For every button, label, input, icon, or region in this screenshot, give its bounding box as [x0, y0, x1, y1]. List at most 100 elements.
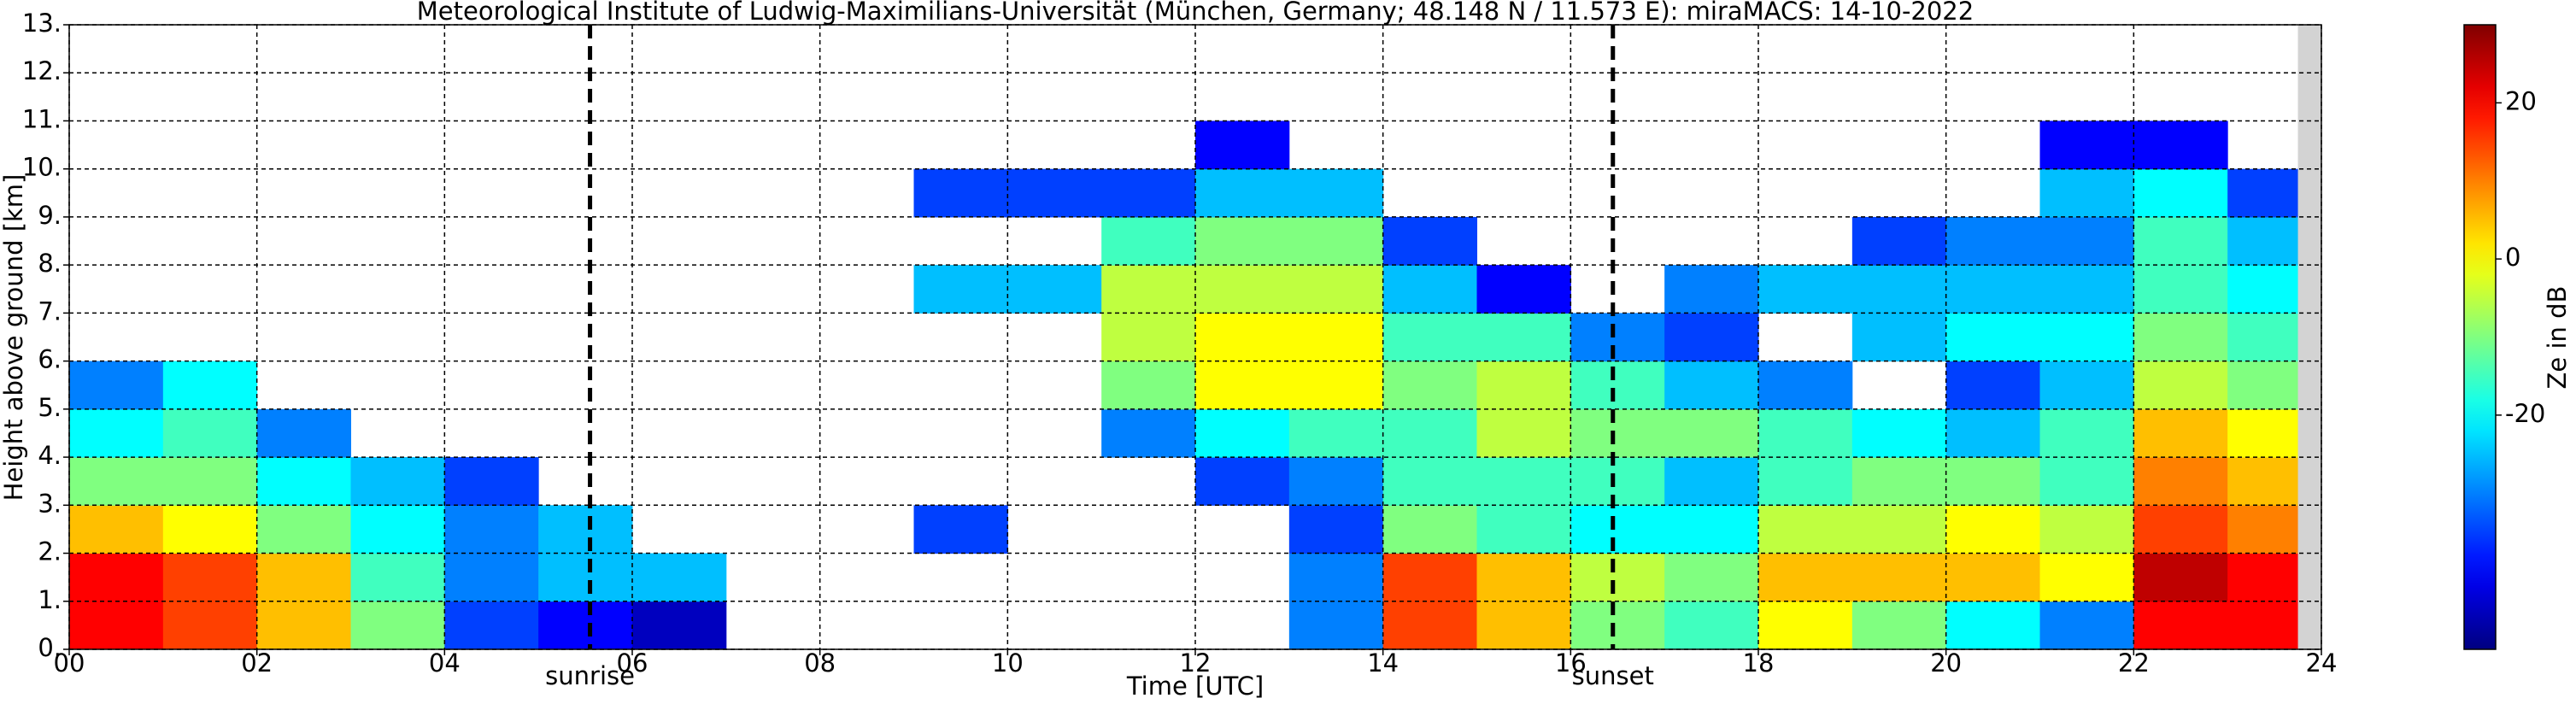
reflectivity-cell [1476, 601, 1571, 650]
reflectivity-cell [162, 553, 258, 602]
reflectivity-cell [1664, 265, 1759, 314]
x-tick-label: 12 [1180, 648, 1212, 678]
reflectivity-cell [1101, 265, 1196, 314]
reflectivity-cell [1945, 505, 2040, 554]
reflectivity-cell [1382, 265, 1477, 314]
reflectivity-cell [2039, 216, 2134, 266]
reflectivity-cell [1945, 408, 2040, 458]
reflectivity-cell [1570, 457, 1665, 506]
y-tick-label: 13. [22, 9, 62, 38]
reflectivity-cell [1851, 505, 1947, 554]
reflectivity-cell [350, 457, 445, 506]
reflectivity-cell [1288, 457, 1384, 506]
reflectivity-cell [913, 505, 1008, 554]
reflectivity-cell [1851, 601, 1947, 650]
reflectivity-cell [444, 601, 539, 650]
reflectivity-cell [2133, 601, 2228, 650]
reflectivity-cell [1382, 361, 1477, 410]
reflectivity-cell [1195, 120, 1290, 170]
reflectivity-cell [1195, 265, 1290, 314]
reflectivity-cell [1007, 265, 1102, 314]
reflectivity-cell [1758, 408, 1853, 458]
y-tick-label: 0. [38, 633, 62, 662]
reflectivity-cell [162, 457, 258, 506]
reflectivity-cell [632, 601, 727, 650]
reflectivity-cell [1382, 216, 1477, 266]
reflectivity-cell [1476, 313, 1571, 362]
reflectivity-cell [1101, 168, 1196, 218]
reflectivity-cell [2133, 216, 2228, 266]
reflectivity-cell [1851, 265, 1947, 314]
reflectivity-cell [444, 457, 539, 506]
reflectivity-cell [1851, 313, 1947, 362]
reflectivity-cell [1945, 361, 2040, 410]
reflectivity-cell [538, 601, 633, 650]
x-tick-label: 14 [1367, 648, 1399, 678]
y-tick-label: 6. [38, 345, 62, 374]
reflectivity-cell [2039, 457, 2134, 506]
reflectivity-cell [162, 408, 258, 458]
reflectivity-cell [162, 601, 258, 650]
reflectivity-cell [1382, 457, 1477, 506]
reflectivity-cell [162, 361, 258, 410]
reflectivity-cell [2039, 505, 2134, 554]
reflectivity-cell [1851, 553, 1947, 602]
reflectivity-cell [913, 168, 1008, 218]
reflectivity-cell [1195, 457, 1290, 506]
reflectivity-cell [2133, 168, 2228, 218]
reflectivity-cell [1101, 216, 1196, 266]
reflectivity-cell [1664, 553, 1759, 602]
reflectivity-cell [2133, 408, 2228, 458]
reflectivity-cell [1288, 553, 1384, 602]
reflectivity-cell [1288, 216, 1384, 266]
reflectivity-cell [1195, 361, 1290, 410]
reflectivity-cell [350, 505, 445, 554]
y-tick-label: 8. [38, 249, 62, 278]
reflectivity-cell [1851, 457, 1947, 506]
y-tick-label: 7. [38, 296, 62, 326]
annotation-label: sunset [1572, 661, 1654, 690]
x-tick-label: 04 [429, 648, 461, 678]
x-tick-label: 02 [241, 648, 273, 678]
reflectivity-cell [1945, 216, 2040, 266]
reflectivity-cell [2133, 313, 2228, 362]
reflectivity-cell [1758, 361, 1853, 410]
plot-frame [68, 24, 2322, 650]
no-data-region [2297, 25, 2321, 649]
chart-title: Meteorological Institute of Ludwig-Maxim… [417, 0, 1974, 26]
reflectivity-cell [2039, 553, 2134, 602]
reflectivity-cell [2133, 265, 2228, 314]
reflectivity-cell [2039, 361, 2134, 410]
reflectivity-cell [1945, 457, 2040, 506]
reflectivity-cell [2133, 120, 2228, 170]
reflectivity-cell [256, 601, 351, 650]
reflectivity-cell [2039, 408, 2134, 458]
reflectivity-cell [1664, 505, 1759, 554]
reflectivity-cell [2133, 553, 2228, 602]
x-tick-label: 08 [804, 648, 836, 678]
reflectivity-cell [1288, 168, 1384, 218]
reflectivity-cell [1758, 601, 1853, 650]
reflectivity-cell [2039, 168, 2134, 218]
reflectivity-cell [1570, 505, 1665, 554]
reflectivity-cell [69, 505, 164, 554]
colorbar-tick-label: 20 [2505, 86, 2537, 115]
reflectivity-cell [256, 457, 351, 506]
reflectivity-cell [1758, 265, 1853, 314]
reflectivity-cell [350, 601, 445, 650]
reflectivity-cell [1382, 505, 1477, 554]
colorbar-label: Ze in dB [2543, 286, 2572, 390]
reflectivity-cell [1195, 313, 1290, 362]
reflectivity-cell [1945, 553, 2040, 602]
y-tick-label: 1. [38, 585, 62, 614]
reflectivity-cell [1195, 216, 1290, 266]
reflectivity-cell [2039, 313, 2134, 362]
reflectivity-cell [256, 408, 351, 458]
reflectivity-cell [1476, 505, 1571, 554]
colorbar-tick-label: -20 [2505, 399, 2545, 428]
reflectivity-cell [1195, 168, 1290, 218]
reflectivity-cell [1664, 361, 1759, 410]
x-tick-label: 20 [1930, 648, 1962, 678]
x-tick-label: 18 [1743, 648, 1775, 678]
